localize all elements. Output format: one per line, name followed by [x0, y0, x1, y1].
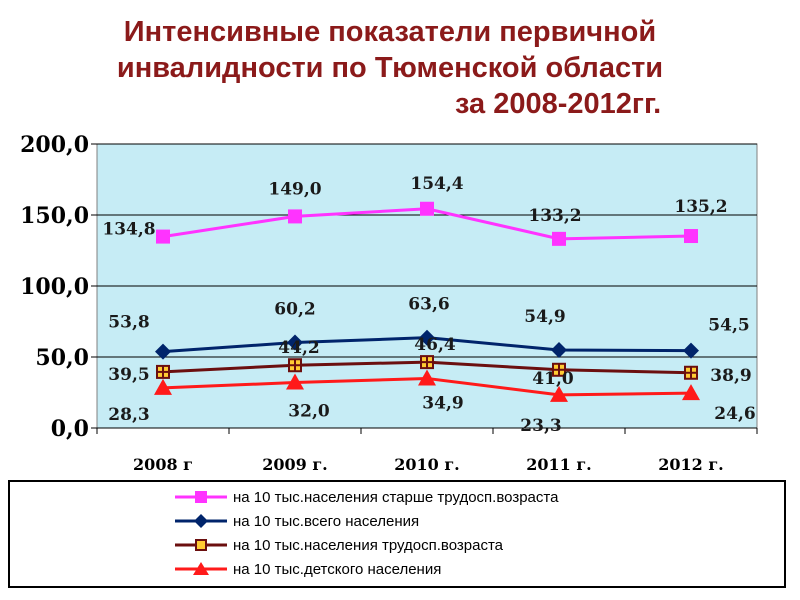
data-label: 54,9 [524, 307, 565, 327]
legend-label: на 10 тыс.всего населения [233, 512, 420, 530]
data-label: 38,9 [710, 366, 751, 386]
legend-label: на 10 тыс.населения трудосп.возраста [233, 536, 503, 554]
legend-item: на 10 тыс.детского населения [175, 558, 441, 580]
data-point [552, 231, 566, 246]
x-tick-label: 2011 г. [526, 455, 591, 474]
data-label: 32,0 [288, 402, 330, 422]
data-point [288, 209, 302, 224]
legend-swatch [175, 491, 227, 503]
title-line-3: за 2008-2012гг. [455, 88, 662, 120]
data-label: 54,5 [708, 316, 749, 336]
data-point [419, 329, 435, 346]
x-tick-label: 2009 г. [262, 455, 327, 474]
legend-swatch [175, 514, 227, 528]
y-tick-label: 0,0 [51, 416, 89, 442]
title-line-2: инвалидности по Тюменской области [116, 52, 664, 84]
data-point [420, 201, 434, 216]
data-point [418, 369, 436, 386]
chart-legend: на 10 тыс.населения старше трудосп.возра… [8, 480, 786, 588]
legend-label: на 10 тыс.населения старше трудосп.возра… [233, 488, 559, 506]
data-point [154, 378, 172, 395]
x-tick-label: 2010 г. [394, 455, 459, 474]
data-label: 149,0 [268, 179, 321, 199]
data-label: 133,2 [528, 206, 581, 226]
data-label: 63,6 [408, 295, 449, 315]
data-label: 135,2 [674, 197, 727, 217]
data-label: 53,8 [108, 313, 149, 333]
data-point [156, 229, 170, 244]
y-tick-label: 200,0 [20, 132, 89, 158]
title-line-1: Интенсивные показатели первичной [123, 16, 657, 48]
data-label: 39,5 [108, 365, 149, 385]
legend-item: на 10 тыс.всего населения [175, 510, 419, 532]
chart-title: Интенсивные показатели первичной инвалид… [0, 14, 800, 122]
data-label: 60,2 [274, 300, 315, 320]
data-label: 134,8 [102, 220, 155, 240]
data-label: 44,2 [278, 338, 319, 358]
data-point [155, 343, 171, 360]
y-tick-label: 50,0 [35, 345, 89, 371]
legend-item: на 10 тыс.населения старше трудосп.возра… [175, 486, 558, 508]
data-point [683, 342, 699, 359]
legend-item: на 10 тыс.населения трудосп.возраста [175, 534, 503, 556]
data-label: 154,4 [410, 174, 463, 194]
line-chart: 0,0 50,0 100,0 150,0 200,0 2008 г 2009 г. 2010 … [20, 132, 758, 474]
data-label: 28,3 [108, 405, 149, 425]
data-point [682, 384, 700, 401]
legend-label: на 10 тыс.детского населения [233, 560, 442, 578]
y-tick-label: 100,0 [20, 274, 89, 300]
data-point [550, 385, 568, 402]
data-label: 24,6 [714, 404, 755, 424]
data-point [551, 342, 567, 359]
data-label: 23,3 [520, 416, 561, 436]
y-tick-label: 150,0 [20, 203, 89, 229]
data-label: 34,9 [422, 393, 463, 413]
data-label: 46,4 [414, 335, 456, 355]
data-point [287, 334, 303, 351]
x-tick-label: 2012 г. [658, 455, 723, 474]
legend-swatch [175, 539, 227, 551]
data-label: 41,0 [532, 369, 574, 389]
data-point [684, 229, 698, 244]
x-tick-label: 2008 г [133, 455, 193, 474]
legend-swatch [175, 562, 227, 575]
data-point [286, 373, 304, 390]
